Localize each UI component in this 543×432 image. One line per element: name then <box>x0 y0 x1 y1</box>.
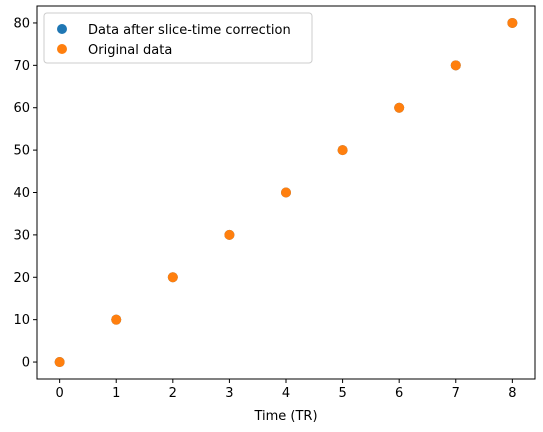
x-tick-label: 4 <box>282 386 290 401</box>
data-point-series-2 <box>337 145 348 156</box>
x-tick-label: 2 <box>169 386 177 401</box>
legend-marker-series-1 <box>57 24 67 34</box>
legend: Data after slice-time correction Origina… <box>43 12 313 64</box>
data-point-series-2 <box>224 229 235 240</box>
y-tick-label: 50 <box>13 144 30 159</box>
x-tick-label: 7 <box>452 386 460 401</box>
data-point-series-2 <box>167 272 178 283</box>
y-tick-label: 30 <box>13 228 30 243</box>
data-point-series-2 <box>54 357 65 368</box>
x-tick-label: 6 <box>395 386 403 401</box>
data-point-series-2 <box>281 187 291 198</box>
data-point-series-2 <box>111 314 122 325</box>
legend-label-series-1: Data after slice-time correction <box>88 23 291 38</box>
x-tick-label: 0 <box>55 386 63 401</box>
x-tick-label: 5 <box>338 386 346 401</box>
legend-box <box>43 12 313 64</box>
data-point-series-2 <box>394 102 405 113</box>
y-tick-label: 70 <box>13 59 30 74</box>
y-tick-label: 20 <box>13 271 30 286</box>
x-axis-label: Time (TR) <box>253 409 317 424</box>
y-tick-label: 10 <box>13 313 30 328</box>
y-tick-label: 40 <box>13 186 30 201</box>
data-points <box>54 17 518 368</box>
legend-label-series-2: Original data <box>88 43 172 58</box>
y-tick-label: 0 <box>22 356 30 371</box>
plot-frame <box>36 5 536 380</box>
data-point-series-2 <box>507 17 518 28</box>
legend-marker-series-2 <box>57 44 67 54</box>
x-tick-label: 8 <box>508 386 516 401</box>
x-tick-label: 1 <box>112 386 120 401</box>
y-tick-label: 80 <box>13 16 30 31</box>
x-tick-label: 3 <box>225 386 233 401</box>
y-tick-label: 60 <box>13 101 30 116</box>
data-point-series-2 <box>450 60 461 71</box>
